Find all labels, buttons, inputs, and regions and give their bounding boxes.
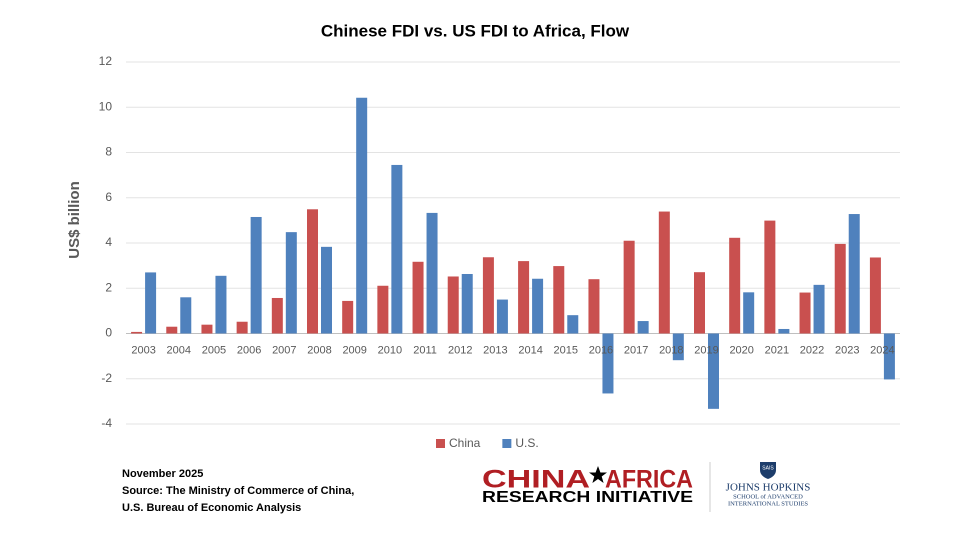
bar — [764, 220, 776, 334]
y-tick-label: 0 — [105, 326, 112, 340]
bar — [391, 164, 403, 334]
bar — [799, 292, 811, 334]
y-axis-label: US$ billion — [66, 181, 83, 259]
bar — [166, 326, 178, 334]
legend-label: U.S. — [515, 436, 538, 450]
bar — [658, 211, 670, 334]
x-tick-label: 2010 — [378, 344, 402, 356]
legend-swatch — [502, 439, 512, 448]
bar — [553, 266, 565, 334]
footer-source: Source: The Ministry of Commerce of Chin… — [122, 485, 354, 497]
x-tick-label: 2015 — [554, 344, 578, 356]
bar — [271, 297, 283, 334]
bar — [285, 232, 297, 334]
bar — [201, 324, 213, 334]
plot-area: -4 -2 0 2 4 6 8 10 12 2003 2004 2005 2006 2007 2008 200… — [99, 54, 900, 430]
x-tick-label: 2008 — [307, 344, 331, 356]
bar — [623, 240, 635, 334]
x-tick-label: 2007 — [272, 344, 296, 356]
bar — [672, 333, 684, 361]
x-tick-label: 2012 — [448, 344, 472, 356]
bar — [834, 243, 846, 334]
bar — [250, 216, 262, 334]
y-tick-label: 4 — [105, 235, 112, 249]
x-tick-label: 2003 — [131, 344, 155, 356]
x-tick-label: 2021 — [765, 344, 789, 356]
logo-shield — [760, 462, 776, 479]
bar — [694, 272, 705, 334]
logo-text: CHINA — [482, 466, 590, 494]
legend-swatch — [436, 439, 445, 448]
bar — [729, 237, 741, 334]
logo-china-africa: CHINA AFRICA RESEARCH INITIATIVE — [482, 466, 693, 507]
bar — [482, 257, 494, 334]
bar — [567, 315, 579, 334]
y-tick-label: -4 — [101, 416, 112, 430]
bar — [412, 261, 424, 334]
bar — [883, 333, 895, 380]
x-tick-label: 2009 — [342, 344, 366, 356]
x-tick-label: 2017 — [624, 344, 648, 356]
x-tick-label: 2022 — [800, 344, 824, 356]
bar — [307, 209, 318, 334]
bar — [813, 284, 825, 334]
bar — [321, 246, 332, 334]
logo-text: SCHOOL of ADVANCED — [733, 493, 803, 500]
x-tick-label: 2006 — [237, 344, 261, 356]
x-tick-label: 2019 — [694, 344, 718, 356]
logo-text: SAIS — [762, 465, 774, 471]
x-tick-label: 2024 — [870, 344, 894, 356]
bar — [848, 214, 860, 334]
bar — [588, 279, 600, 334]
legend-label: China — [449, 436, 481, 450]
x-tick-label: 2023 — [835, 344, 859, 356]
chart-title: Chinese FDI vs. US FDI to Africa, Flow — [321, 21, 630, 40]
logo-text: INTERNATIONAL STUDIES — [728, 500, 808, 507]
x-tick-label: 2020 — [729, 344, 753, 356]
bar — [518, 261, 530, 334]
y-tick-label: 10 — [99, 99, 113, 113]
logo-text: JOHNS HOPKINS — [726, 482, 811, 494]
footer-source: U.S. Bureau of Economic Analysis — [122, 502, 301, 514]
x-tick-label: 2011 — [413, 344, 437, 356]
bar — [377, 285, 389, 334]
x-tick-label: 2013 — [483, 344, 507, 356]
y-tick-label: 6 — [105, 190, 112, 204]
bar — [131, 331, 143, 334]
footer-date: November 2025 — [122, 468, 203, 480]
bar — [215, 275, 227, 334]
x-tick-label: 2005 — [202, 344, 226, 356]
bar — [743, 292, 755, 334]
bar — [869, 257, 881, 334]
logo-text: RESEARCH INITIATIVE — [482, 489, 693, 506]
bar — [461, 273, 473, 334]
legend: China U.S. — [436, 436, 539, 450]
y-tick-label: 2 — [105, 280, 112, 294]
x-tick-label: 2016 — [589, 344, 613, 356]
bar — [708, 333, 719, 409]
bar — [180, 297, 192, 334]
bar — [145, 272, 157, 334]
y-tick-label: 8 — [105, 145, 112, 159]
x-tick-label: 2018 — [659, 344, 683, 356]
bar — [356, 97, 368, 334]
logo-text: AFRICA — [605, 466, 693, 494]
bar — [637, 321, 649, 334]
bar — [602, 333, 614, 394]
bar — [342, 300, 354, 334]
x-tick-label: 2014 — [518, 344, 542, 356]
bar — [426, 212, 438, 334]
logo-sais: SAIS JOHNS HOPKINS SCHOOL of ADVANCED IN… — [726, 462, 811, 507]
bar — [532, 278, 544, 334]
y-tick-label: -2 — [101, 371, 112, 385]
bar — [236, 321, 248, 334]
bar — [496, 299, 508, 334]
y-tick-label: 12 — [99, 54, 113, 68]
bar — [447, 276, 459, 334]
bar — [778, 328, 790, 334]
x-tick-label: 2004 — [167, 344, 191, 356]
logo-star — [589, 466, 607, 483]
